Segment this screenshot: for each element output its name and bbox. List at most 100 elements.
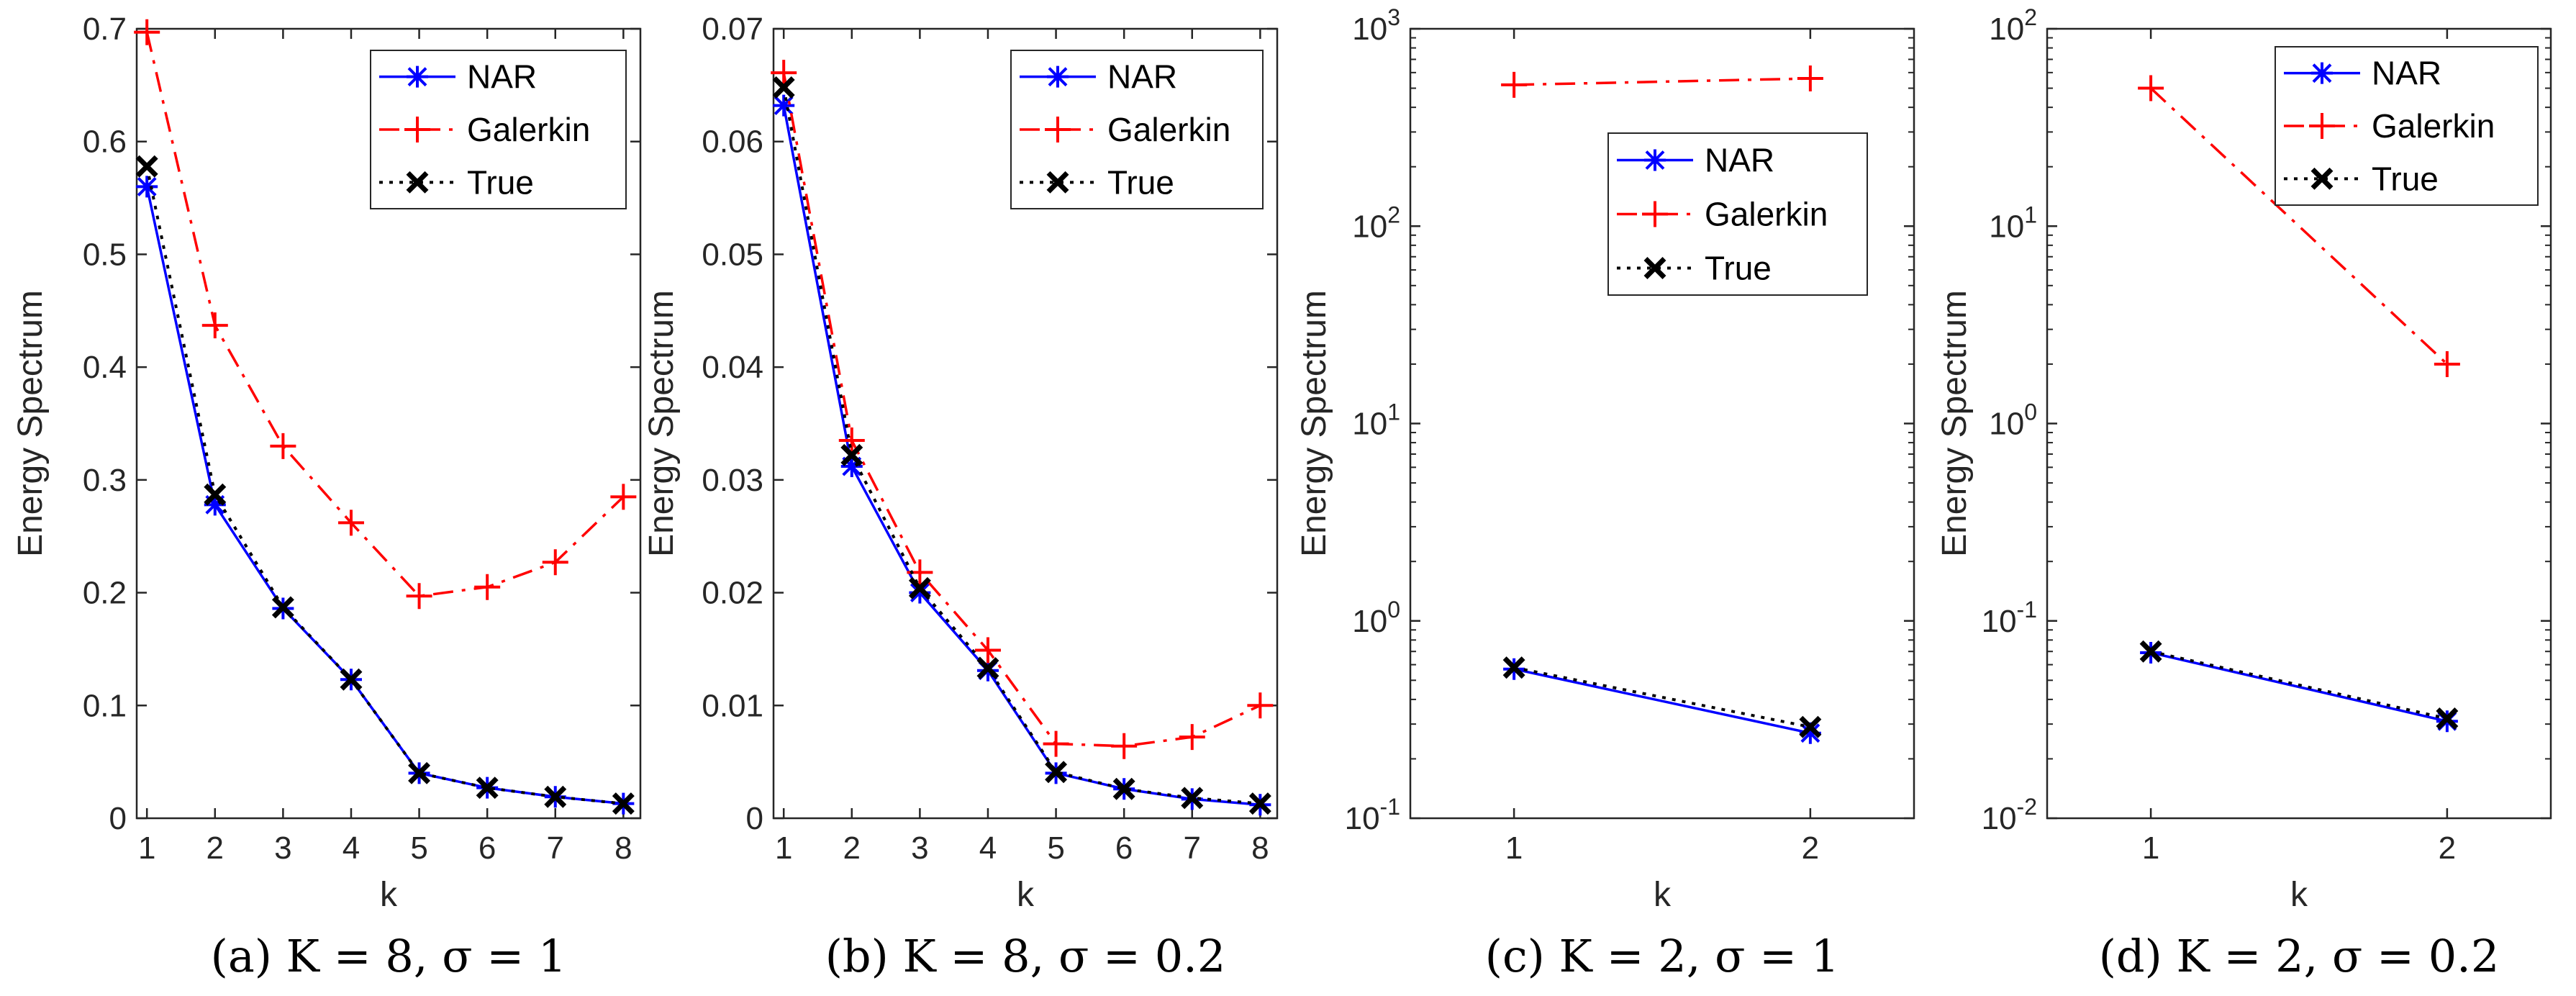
series-line-galerkin [1514,77,1810,86]
series-line-true [145,166,624,805]
y-tick-label: 0.02 [702,576,763,611]
y-tick-label: 0.4 [83,350,127,385]
x-tick-label: 3 [911,830,928,866]
data-point-true [772,76,795,99]
data-point-galerkin [610,484,637,510]
y-axis-label: Energy Spectrum [1295,290,1333,557]
x-tick-label: 1 [2142,830,2159,866]
series-line-galerkin [2149,87,2449,366]
series-line-galerkin [782,72,1261,748]
y-axis-label: Energy Spectrum [12,290,50,557]
data-point-true [1799,715,1822,738]
y-tick-label: 100 [1989,399,2037,442]
data-point-true [1502,656,1525,679]
panel-caption: (d) K = 2, σ = 0.2 [2099,930,2500,982]
x-tick-label: 1 [1505,830,1523,866]
chart-panel-3: 10-1 100 101 102 103 1 2 k Energy Spectrum NAR Gal… [1295,4,1915,982]
data-point-nar [204,494,226,516]
y-tick-label: 0.1 [83,688,127,723]
y-tick-label: 0.3 [83,463,127,498]
legend: NAR Galerkin True [2275,46,2539,206]
data-point-true [2436,707,2459,730]
data-point-nar [909,581,931,604]
data-point-galerkin [337,510,364,536]
x-axis-label: k [1654,876,1672,914]
y-tick-label: 102 [1352,202,1400,244]
legend-label-true: True [467,163,534,201]
data-point-galerkin [1111,733,1138,759]
legend-label-true: True [1705,250,1772,287]
series-line-nar [2150,651,2448,723]
y-axis-label: Energy Spectrum [1936,290,1974,557]
data-point-galerkin [771,60,797,86]
series-line-true [2150,650,2448,720]
data-point-galerkin [270,433,296,459]
data-point-galerkin [2434,350,2460,377]
y-tick-label: 10-2 [1982,794,2037,836]
data-point-galerkin [201,312,228,339]
data-point-galerkin [406,583,432,610]
legend-marker-galerkin [1642,201,1668,227]
x-tick-label: 5 [1047,830,1064,866]
y-tick-label: 0.2 [83,576,127,611]
y-tick-label: 0.01 [702,688,763,723]
data-point-true [408,761,431,784]
y-tick-label: 0.04 [702,350,763,385]
y-tick-label: 0.6 [83,124,127,160]
data-point-true [135,155,158,178]
data-point-galerkin [1043,730,1069,757]
x-tick-label: 2 [1802,830,1819,866]
data-point-true [1181,787,1204,810]
data-point-galerkin [1247,692,1274,719]
legend-label-true: True [2372,160,2439,197]
y-tick-label: 101 [1352,399,1400,442]
legend-marker-galerkin [2309,113,2335,139]
x-tick-label: 2 [2439,830,2456,866]
chart-panel-1: 0 0.1 0.2 0.3 0.4 0.5 0.6 0.7 1 2 3 4 5 6 7 8 k Energy Sp… [12,12,642,982]
x-axis-label: k [1017,876,1035,914]
legend-label-nar: NAR [1107,58,1177,96]
data-point-true [340,668,363,691]
data-point-true [204,483,227,506]
x-tick-label: 5 [410,830,427,866]
legend: NAR Galerkin True [370,50,627,209]
y-tick-label: 0.06 [702,124,763,160]
legend-label-nar: NAR [1705,142,1774,179]
panel-caption: (c) K = 2, σ = 1 [1485,930,1840,982]
panel-caption: (a) K = 8, σ = 1 [211,930,567,982]
x-tick-label: 1 [138,830,155,866]
legend-marker-galerkin [1045,117,1071,142]
legend-label-galerkin: Galerkin [1705,196,1828,233]
data-point-true [476,777,499,800]
y-tick-label: 0.7 [83,12,127,47]
data-point-true [612,792,635,815]
y-tick-label: 0 [109,801,127,836]
data-point-true [2139,640,2162,663]
x-tick-label: 6 [1115,830,1133,866]
legend-marker-true [1643,257,1666,279]
data-point-true [544,785,567,808]
data-point-galerkin [134,19,160,45]
y-tick-label: 0.07 [702,12,763,47]
data-point-true [1112,777,1135,800]
legend-marker-true [2310,167,2334,190]
legend: NAR Galerkin True [1607,132,1868,296]
data-point-true [271,596,294,619]
legend-label-galerkin: Galerkin [2372,107,2495,145]
data-point-nar [1799,722,1821,744]
legend-label-true: True [1107,163,1174,201]
x-axis-label: k [2290,876,2308,914]
chart-panel-2: 0 0.01 0.02 0.03 0.04 0.05 0.06 0.07 1 2 3 4 5 6 7 8 k En… [643,12,1279,982]
y-tick-label: 10-1 [1345,794,1400,836]
x-tick-label: 4 [979,830,997,866]
series-line-nar [1513,667,1811,735]
legend-marker-galerkin [404,117,430,142]
data-point-galerkin [542,549,568,576]
data-point-nar [773,94,795,117]
legend-marker-nar [1644,149,1666,171]
data-point-galerkin [974,637,1001,664]
x-tick-label: 8 [1251,830,1269,866]
y-tick-label: 0.5 [83,237,127,272]
legend-label-nar: NAR [467,58,537,96]
